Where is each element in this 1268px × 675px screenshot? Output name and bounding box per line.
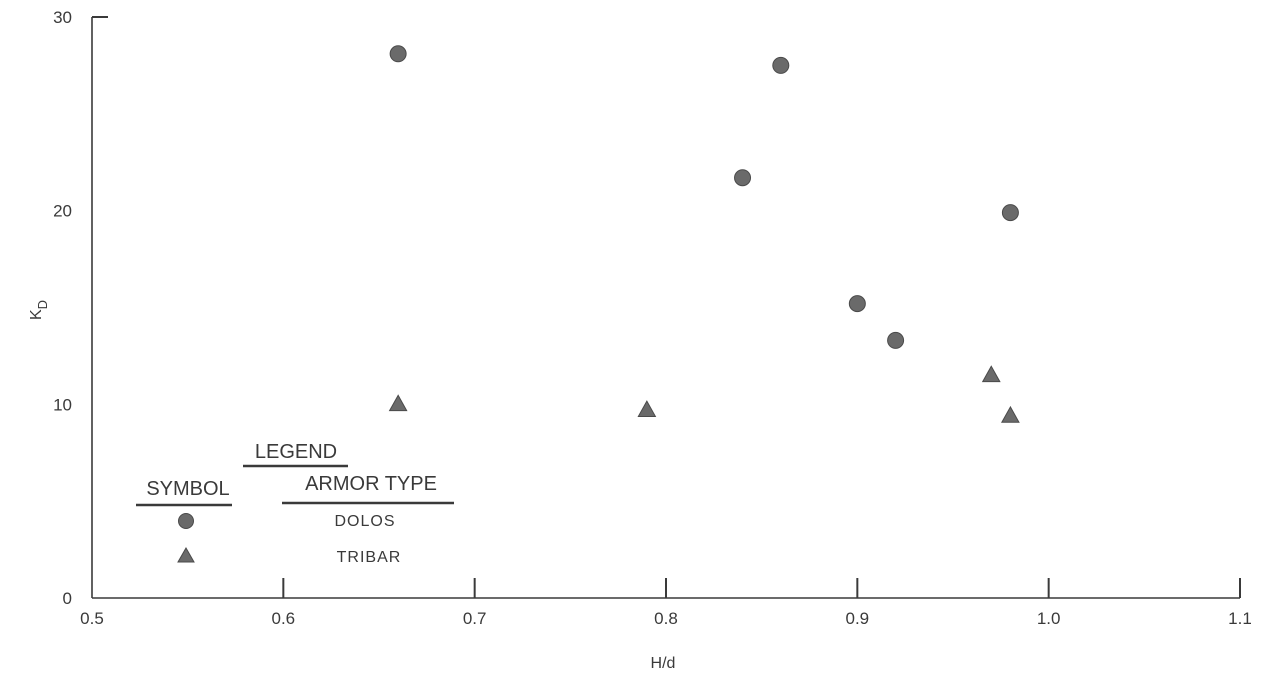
- tribar-point: [637, 400, 657, 417]
- legend-type-header: ARMOR TYPE: [305, 473, 437, 495]
- y-tick-label: 10: [53, 395, 72, 414]
- y-axis-label-subscript: D: [35, 300, 50, 309]
- y-ticks: 0 10 20 30: [53, 8, 72, 608]
- x-tick-label: 0.6: [272, 609, 296, 628]
- dolos-point: [772, 56, 790, 74]
- legend-dolos-marker: [178, 513, 194, 529]
- legend-tribar-label: TRIBAR: [337, 549, 402, 566]
- legend: LEGEND SYMBOL ARMOR TYPE DOLOS TRIBAR: [136, 441, 454, 566]
- x-tick-label: 0.8: [654, 609, 678, 628]
- x-tick-label: 1.0: [1037, 609, 1061, 628]
- dolos-point: [887, 331, 905, 349]
- y-tick-label: 30: [53, 8, 72, 27]
- y-axis-label: KD: [28, 300, 50, 320]
- legend-title: LEGEND: [255, 441, 337, 463]
- tribar-point: [1000, 405, 1020, 423]
- dolos-point: [389, 45, 407, 63]
- tribar-point: [388, 394, 408, 412]
- x-ticks: 0.5 0.6 0.7 0.8 0.9 1.0 1.1: [80, 578, 1252, 628]
- dolos-point: [848, 295, 866, 313]
- data-points: [388, 45, 1020, 423]
- y-tick-label: 20: [53, 202, 72, 221]
- legend-tribar-marker: [177, 546, 195, 563]
- x-tick-label: 0.5: [80, 609, 104, 628]
- dolos-point: [734, 169, 752, 187]
- legend-symbol-header: SYMBOL: [146, 478, 229, 500]
- dolos-point: [1001, 204, 1019, 222]
- x-tick-label: 1.1: [1228, 609, 1252, 628]
- y-tick-label: 0: [63, 589, 72, 608]
- x-tick-label: 0.7: [463, 609, 487, 628]
- x-tick-label: 0.9: [846, 609, 870, 628]
- y-axis-label-main: K: [28, 309, 45, 320]
- axes: [91, 16, 1240, 599]
- x-axis-label: H/d: [651, 655, 676, 672]
- tribar-point: [981, 365, 1001, 383]
- legend-dolos-label: DOLOS: [334, 513, 395, 530]
